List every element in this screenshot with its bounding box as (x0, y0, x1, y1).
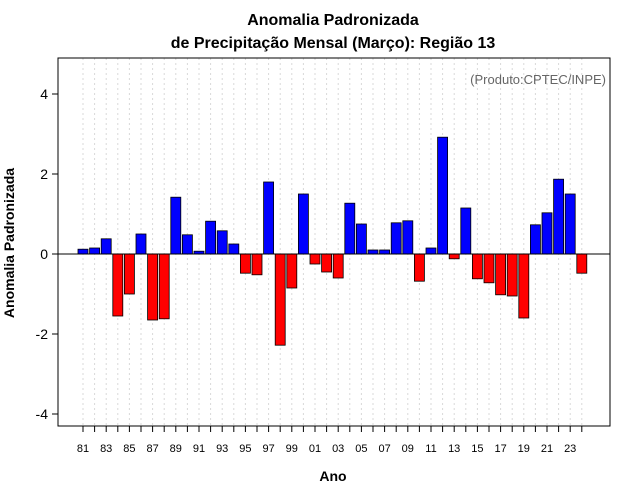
credit-label: (Produto:CPTEC/INPE) (470, 72, 606, 87)
bar-95 (239, 253, 251, 274)
bars (77, 136, 588, 346)
bar-89 (170, 196, 182, 255)
chart-title-line2: de Precipitação Mensal (Março): Região 1… (171, 35, 496, 52)
bar-14 (460, 207, 472, 255)
x-tick-label: 83 (100, 443, 112, 455)
x-tick-label: 03 (332, 443, 344, 455)
x-tick-label: 89 (170, 443, 182, 455)
bar-02 (321, 253, 333, 273)
x-tick-label: 91 (193, 443, 205, 455)
x-tick-label: 19 (518, 443, 530, 455)
bar-99 (286, 253, 298, 289)
bar-17 (495, 253, 507, 296)
x-tick-label: 09 (402, 443, 414, 455)
bar-22 (553, 178, 564, 255)
chart-title-line1: Anomalia Padronizada (247, 12, 419, 29)
y-tick-label: -4 (36, 406, 49, 422)
plot-frame (57, 57, 611, 427)
x-tick-label: 17 (494, 443, 506, 455)
bar-19 (518, 253, 530, 319)
bar-16 (483, 253, 495, 284)
bar-98 (274, 253, 286, 346)
bar-09 (402, 220, 414, 255)
x-tick-label: 01 (309, 443, 321, 455)
y-tick-label: 2 (40, 166, 48, 182)
bar-11 (425, 247, 437, 255)
x-tick-label: 93 (216, 443, 228, 455)
x-axis: 81 83 85 87 89 91 93 95 97 99 01 03 05 07 09 11 13 15 17 19… (77, 426, 583, 455)
bar-00 (297, 193, 309, 255)
bar-94 (228, 243, 240, 255)
bar-13 (448, 253, 460, 260)
x-tick-label: 87 (146, 443, 158, 455)
bar-21 (541, 212, 553, 255)
bar-05 (355, 223, 367, 255)
bar-81 (77, 248, 89, 255)
bar-92 (205, 220, 217, 255)
bar-87 (147, 253, 159, 321)
y-tick-label: -2 (36, 326, 49, 342)
bar-24 (576, 253, 588, 274)
bar-10 (413, 253, 425, 282)
x-tick-label: 11 (425, 443, 436, 455)
bar-93 (216, 230, 228, 255)
bar-18 (506, 253, 518, 297)
bar-15 (471, 253, 483, 280)
bar-20 (530, 224, 541, 255)
bar-97 (263, 181, 275, 255)
bar-84 (112, 253, 124, 317)
y-axis: -4 -2 0 2 4 (36, 86, 58, 422)
bar-82 (89, 247, 100, 255)
bar-23 (564, 193, 576, 255)
grid-lines (82, 58, 583, 426)
y-tick-label: 0 (40, 246, 48, 262)
x-tick-label: 23 (564, 443, 576, 455)
x-tick-label: 13 (448, 443, 460, 455)
bar-04 (344, 202, 356, 255)
x-tick-label: 05 (355, 443, 367, 455)
y-tick-label: 4 (40, 86, 48, 102)
bar-06 (367, 249, 379, 255)
bar-01 (309, 253, 321, 265)
x-tick-label: 99 (286, 443, 298, 455)
bar-08 (390, 222, 402, 255)
x-axis-title: Ano (319, 468, 346, 484)
bar-85 (124, 253, 135, 295)
y-axis-title: Anomalia Padronizada (1, 168, 17, 318)
x-tick-label: 81 (77, 443, 89, 455)
bar-03 (332, 253, 344, 279)
bar-90 (181, 234, 193, 255)
x-tick-label: 95 (239, 443, 251, 455)
x-tick-label: 97 (262, 443, 274, 455)
x-tick-label: 07 (378, 443, 390, 455)
x-tick-label: 15 (471, 443, 483, 455)
bar-88 (158, 253, 170, 320)
x-tick-label: 21 (541, 443, 553, 455)
bar-12 (437, 136, 449, 255)
bar-83 (100, 238, 112, 255)
bar-96 (251, 253, 263, 276)
x-tick-label: 85 (123, 443, 135, 455)
bar-07 (379, 249, 391, 255)
bar-86 (135, 233, 147, 255)
